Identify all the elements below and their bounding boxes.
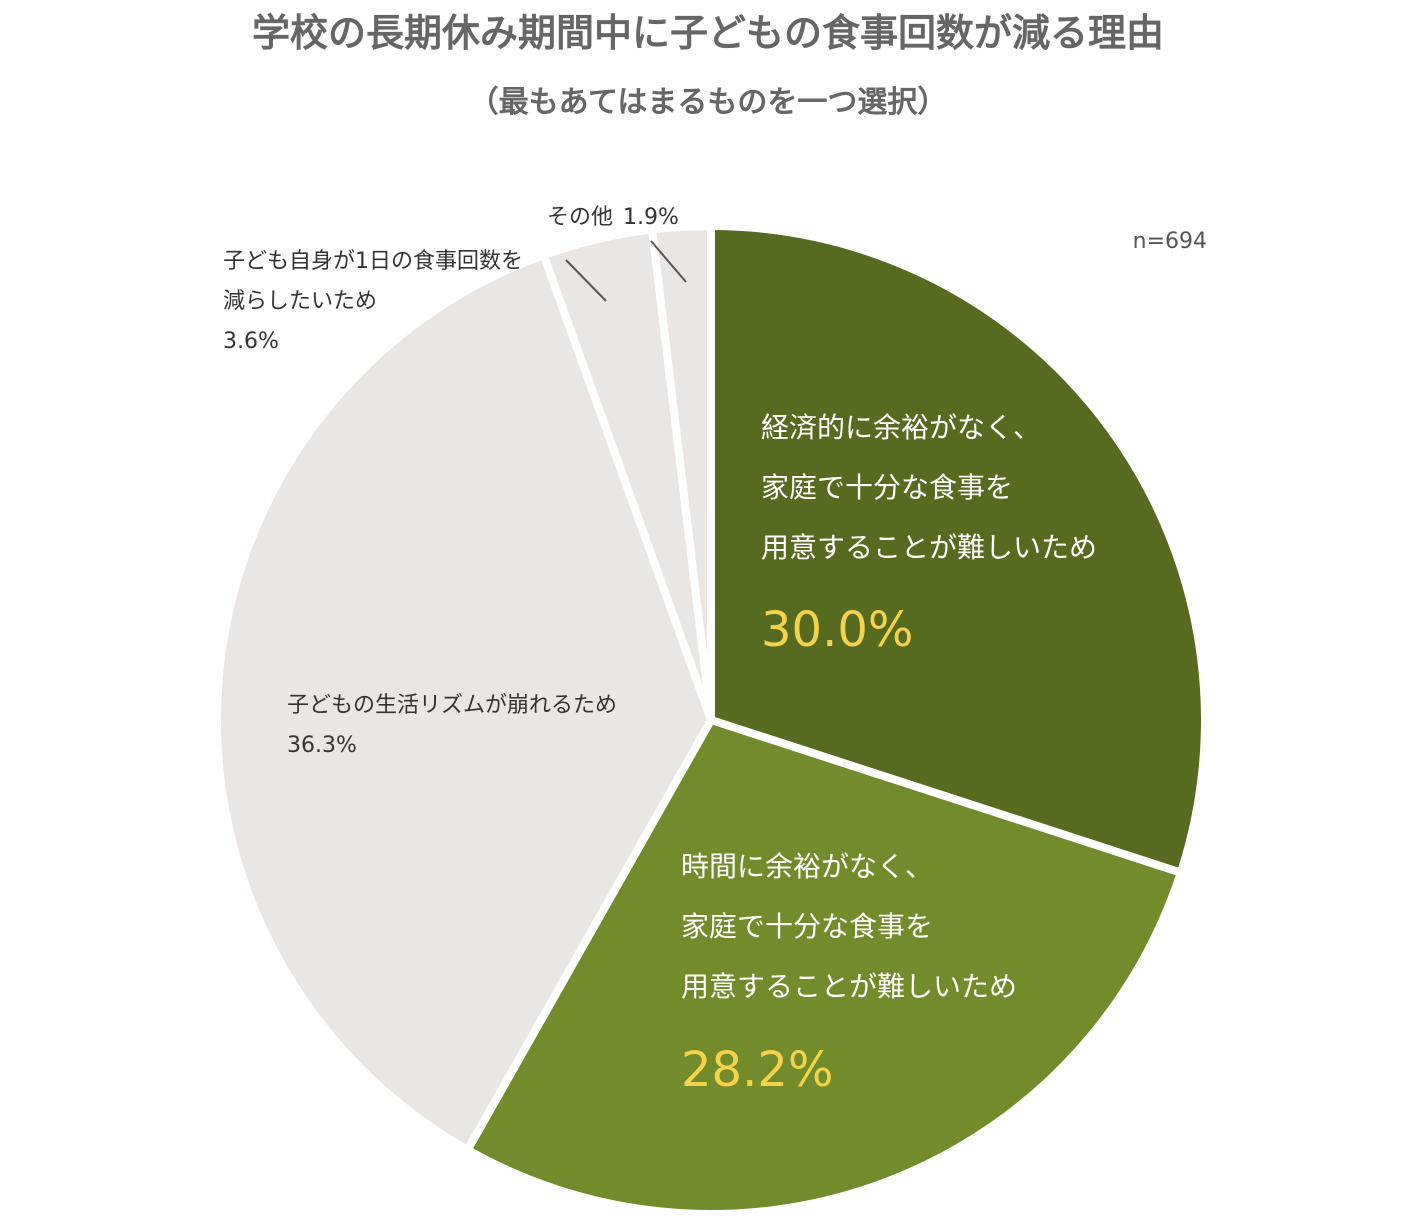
chart-subtitle: （最もあてはまるものを一つ選択） — [469, 85, 948, 120]
pie-slices — [213, 222, 1209, 1218]
pie-slice-5 — [648, 222, 715, 724]
slice-1-label-line-2: 家庭で十分な食事を — [761, 471, 1013, 504]
slice-4-label-line-1: 子ども自身が1日の食事回数を — [223, 249, 523, 274]
slice-4-label-line-2: 減らしたいため — [223, 289, 377, 314]
slice-2-value-label: 28.2% — [681, 1042, 833, 1098]
slice-5-label: その他 1.9% — [547, 205, 679, 230]
slice-5-label-text: その他 — [547, 205, 613, 230]
slice-2-label-line-1: 時間に余裕がなく、 — [681, 850, 933, 883]
sample-size-label: n=694 — [1133, 229, 1207, 254]
slice-3-value-label: 36.3% — [287, 733, 357, 758]
slice-1-value-label: 30.0% — [761, 602, 913, 658]
slice-1-label-line-1: 経済的に余裕がなく、 — [761, 411, 1041, 444]
slice-2-label-line-2: 家庭で十分な食事を — [681, 910, 933, 943]
chart-title: 学校の長期休み期間中に子どもの食事回数が減る理由 — [252, 11, 1164, 55]
pie-slice-2 — [463, 716, 1185, 1218]
slice-3-label-line-1: 子どもの生活リズムが崩れるため — [287, 693, 617, 718]
pie-labels: 経済的に余裕がなく、家庭で十分な食事を用意することが難しいため30.0%時間に余… — [223, 205, 1097, 1098]
slice-4-leader-line — [565, 259, 607, 302]
slice-5-leader-line — [650, 240, 687, 283]
slice-5-value-label: 1.9% — [623, 205, 679, 230]
slice-4-value-label: 3.6% — [223, 329, 279, 354]
pie-slice-3 — [213, 251, 715, 1154]
pie-slice-1 — [707, 222, 1209, 877]
slice-2-label-line-3: 用意することが難しいため — [681, 970, 1017, 1003]
slice-1-label-line-3: 用意することが難しいため — [761, 531, 1097, 564]
